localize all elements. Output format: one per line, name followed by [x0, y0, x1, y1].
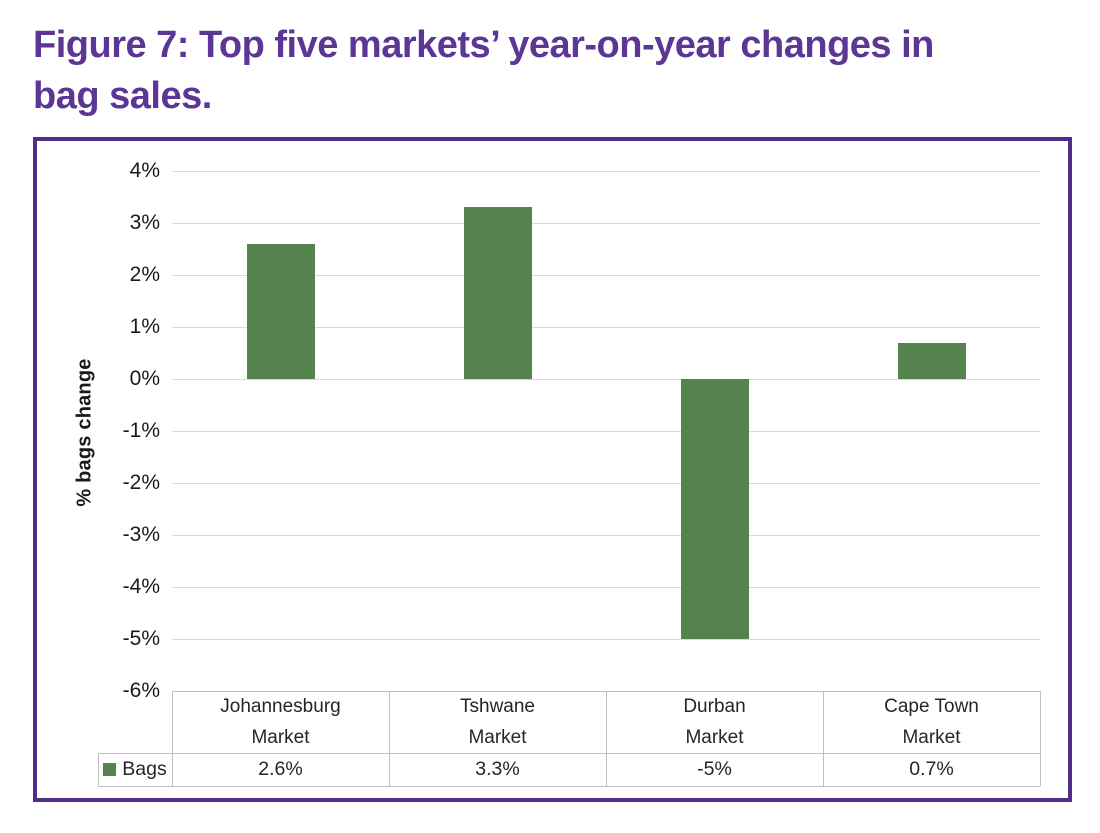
figure-title-line1: Figure 7: Top five markets’ year-on-year…: [33, 24, 934, 66]
table-divider-border: [98, 753, 1040, 754]
y-gridline: [172, 379, 1040, 380]
category-label: Durban Market: [683, 696, 746, 748]
value-cell: 2.6%: [258, 758, 303, 780]
y-tick-label: -1%: [122, 419, 160, 442]
y-gridline: [172, 431, 1040, 432]
table-column-border: [1040, 691, 1041, 786]
table-column-border: [606, 691, 607, 786]
table-column-border: [172, 691, 173, 786]
y-tick-label: -4%: [122, 575, 160, 598]
bar-cape-town-market: [898, 343, 966, 379]
figure-title-line2: bag sales.: [33, 74, 212, 117]
table-stub-left-border: [98, 753, 99, 786]
table-bottom-border: [98, 786, 1040, 787]
y-gridline: [172, 535, 1040, 536]
y-tick-label: -5%: [122, 627, 160, 650]
y-tick-label: 1%: [129, 315, 160, 338]
y-tick-label: -2%: [122, 471, 160, 494]
bar-durban-market: [681, 379, 749, 639]
y-gridline: [172, 639, 1040, 640]
y-gridline: [172, 171, 1040, 172]
y-gridline: [172, 587, 1040, 588]
y-tick-label: -6%: [122, 679, 160, 702]
y-tick-label: 2%: [129, 263, 160, 286]
bar-johannesburg-market: [247, 244, 315, 379]
y-tick-label: 4%: [129, 159, 160, 182]
figure-title: Figure 7: Top five markets’ year-on-year…: [33, 20, 1063, 122]
value-cell: 3.3%: [475, 758, 520, 780]
category-label: Cape Town Market: [884, 696, 979, 748]
bags-legend-key-icon: [103, 763, 117, 776]
bar-tshwane-market: [464, 207, 532, 379]
legend-label: Bags: [122, 758, 167, 780]
y-gridline: [172, 223, 1040, 224]
y-gridline: [172, 275, 1040, 276]
y-gridline: [172, 327, 1040, 328]
y-tick-label: -3%: [122, 523, 160, 546]
y-tick-label: 3%: [129, 211, 160, 234]
value-cell: -5%: [697, 758, 732, 780]
y-tick-label: 0%: [129, 367, 160, 390]
table-column-border: [823, 691, 824, 786]
category-label: Tshwane Market: [460, 696, 535, 748]
y-gridline: [172, 483, 1040, 484]
category-label: Johannesburg Market: [220, 696, 341, 748]
table-column-border: [389, 691, 390, 786]
legend-cell: Bags: [98, 753, 172, 786]
value-cell: 0.7%: [909, 758, 954, 780]
chart-frame: % bags change 4% 3% 2% 1% 0% -1% -2% -3% -4% -5% -…: [33, 137, 1072, 802]
